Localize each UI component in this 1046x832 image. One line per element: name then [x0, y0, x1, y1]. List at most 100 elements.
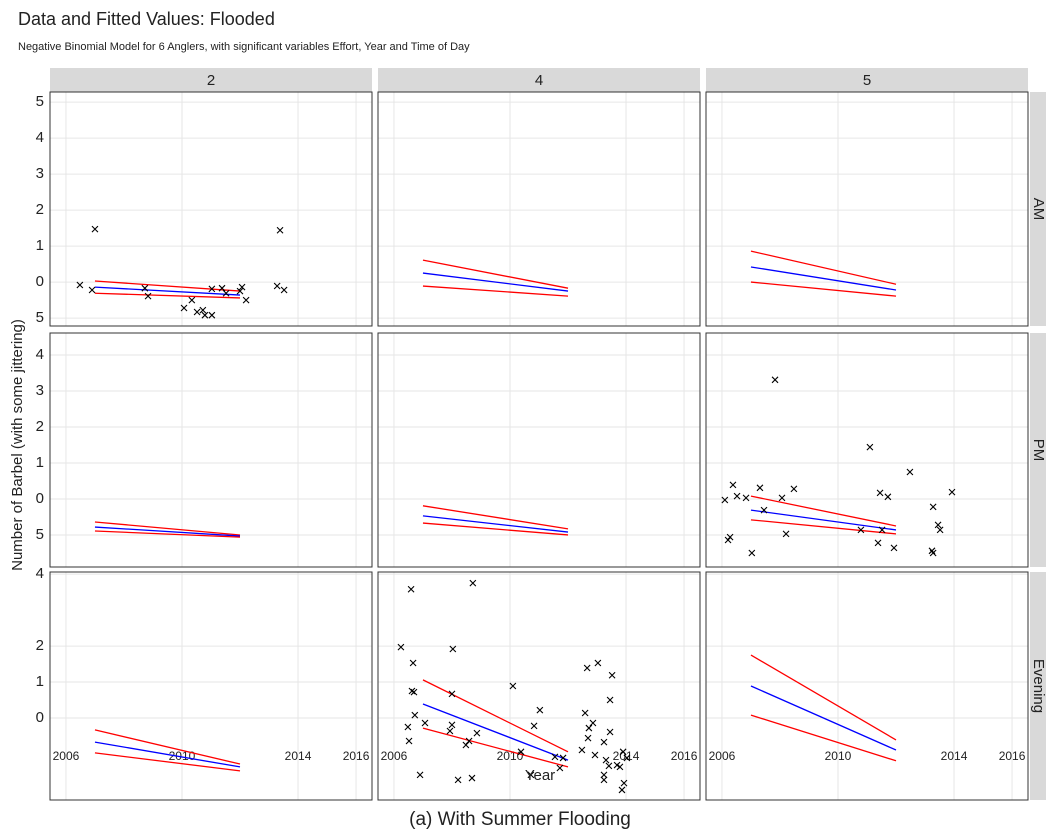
data-point [878, 526, 886, 534]
column-strip-label: 4 [535, 72, 543, 89]
data-point [948, 488, 956, 496]
panel-background [378, 572, 700, 800]
data-point [527, 771, 535, 779]
data-point [600, 738, 608, 746]
data-point [517, 748, 525, 756]
x-tick-label: 2016 [999, 749, 1026, 763]
data-point [594, 659, 602, 667]
x-tick-label: 2006 [709, 749, 736, 763]
data-point [884, 493, 892, 501]
fitted-line [422, 272, 569, 292]
column-strip-label: 5 [863, 72, 871, 89]
data-point [446, 727, 454, 735]
fitted-line [94, 729, 241, 765]
data-point [404, 723, 412, 731]
y-tick-label: 1 [36, 237, 44, 254]
panel-background [378, 333, 700, 567]
panel-background [378, 92, 700, 326]
fitted-line [94, 292, 241, 299]
row-strip-label: PM [1030, 439, 1046, 462]
data-point [619, 748, 627, 756]
panel-border [49, 91, 373, 327]
data-point [729, 481, 737, 489]
data-point [556, 764, 564, 772]
data-point [760, 506, 768, 514]
fitted-line [94, 526, 241, 537]
data-point [208, 311, 216, 319]
data-point [733, 492, 741, 500]
data-point [509, 682, 517, 690]
panel-border [377, 91, 701, 327]
fitted-line [750, 266, 897, 291]
x-tick-label: 2010 [169, 749, 196, 763]
y-tick-label: 1 [36, 673, 44, 690]
caption: (a) With Summer Flooding [409, 809, 631, 830]
data-point [866, 443, 874, 451]
x-tick-label: 2006 [381, 749, 408, 763]
data-point [742, 494, 750, 502]
data-point [721, 496, 729, 504]
panel-background [706, 92, 1028, 326]
data-point [608, 671, 616, 679]
panel-border [49, 332, 373, 568]
data-point [578, 746, 586, 754]
strip [50, 68, 372, 92]
data-point [929, 503, 937, 511]
y-tick-label: 4 [36, 565, 44, 582]
fitted-line [422, 515, 569, 533]
data-point [782, 530, 790, 538]
x-axis-label: Year [525, 767, 555, 784]
y-tick-label: 0 [36, 709, 44, 726]
y-tick-label: 5 [36, 526, 44, 543]
fitted-line [750, 685, 897, 751]
x-tick-label: 2014 [941, 749, 968, 763]
data-point [536, 706, 544, 714]
data-point [857, 526, 865, 534]
data-point [242, 296, 250, 304]
fitted-line [750, 250, 897, 285]
panel-background [706, 572, 1028, 800]
data-point [449, 645, 457, 653]
data-point [280, 286, 288, 294]
data-point [551, 753, 559, 761]
fitted-line [750, 281, 897, 297]
x-tick-label: 2010 [825, 749, 852, 763]
data-point [559, 754, 567, 762]
data-point [421, 719, 429, 727]
fitted-line [750, 509, 897, 531]
data-point [530, 722, 538, 730]
data-point [410, 688, 418, 696]
panel [705, 91, 1029, 327]
fitted-line [422, 703, 569, 761]
data-point [906, 468, 914, 476]
panel-background [50, 572, 372, 800]
fitted-line [94, 280, 241, 292]
data-point [201, 311, 209, 319]
y-tick-label: 2 [36, 418, 44, 435]
x-tick-label: 2016 [343, 749, 370, 763]
data-point [936, 526, 944, 534]
data-point [276, 226, 284, 234]
column-strip-label: 2 [207, 72, 215, 89]
data-point [583, 664, 591, 672]
panel [49, 332, 373, 568]
data-point [606, 696, 614, 704]
fitted-line [422, 259, 569, 289]
data-point [397, 643, 405, 651]
data-point [874, 539, 882, 547]
data-point [416, 771, 424, 779]
data-point [218, 284, 226, 292]
data-point [193, 308, 201, 316]
y-tick-label: 0 [36, 273, 44, 290]
data-point [934, 521, 942, 529]
data-point [236, 287, 244, 295]
data-point [465, 737, 473, 745]
panel-border [49, 571, 373, 801]
y-axis-label: Number of Barbel (with some jittering) [9, 319, 26, 571]
data-point [876, 489, 884, 497]
data-point [778, 494, 786, 502]
panel-border [705, 571, 1029, 801]
data-point [589, 719, 597, 727]
data-point [188, 296, 196, 304]
strip [1030, 333, 1046, 567]
